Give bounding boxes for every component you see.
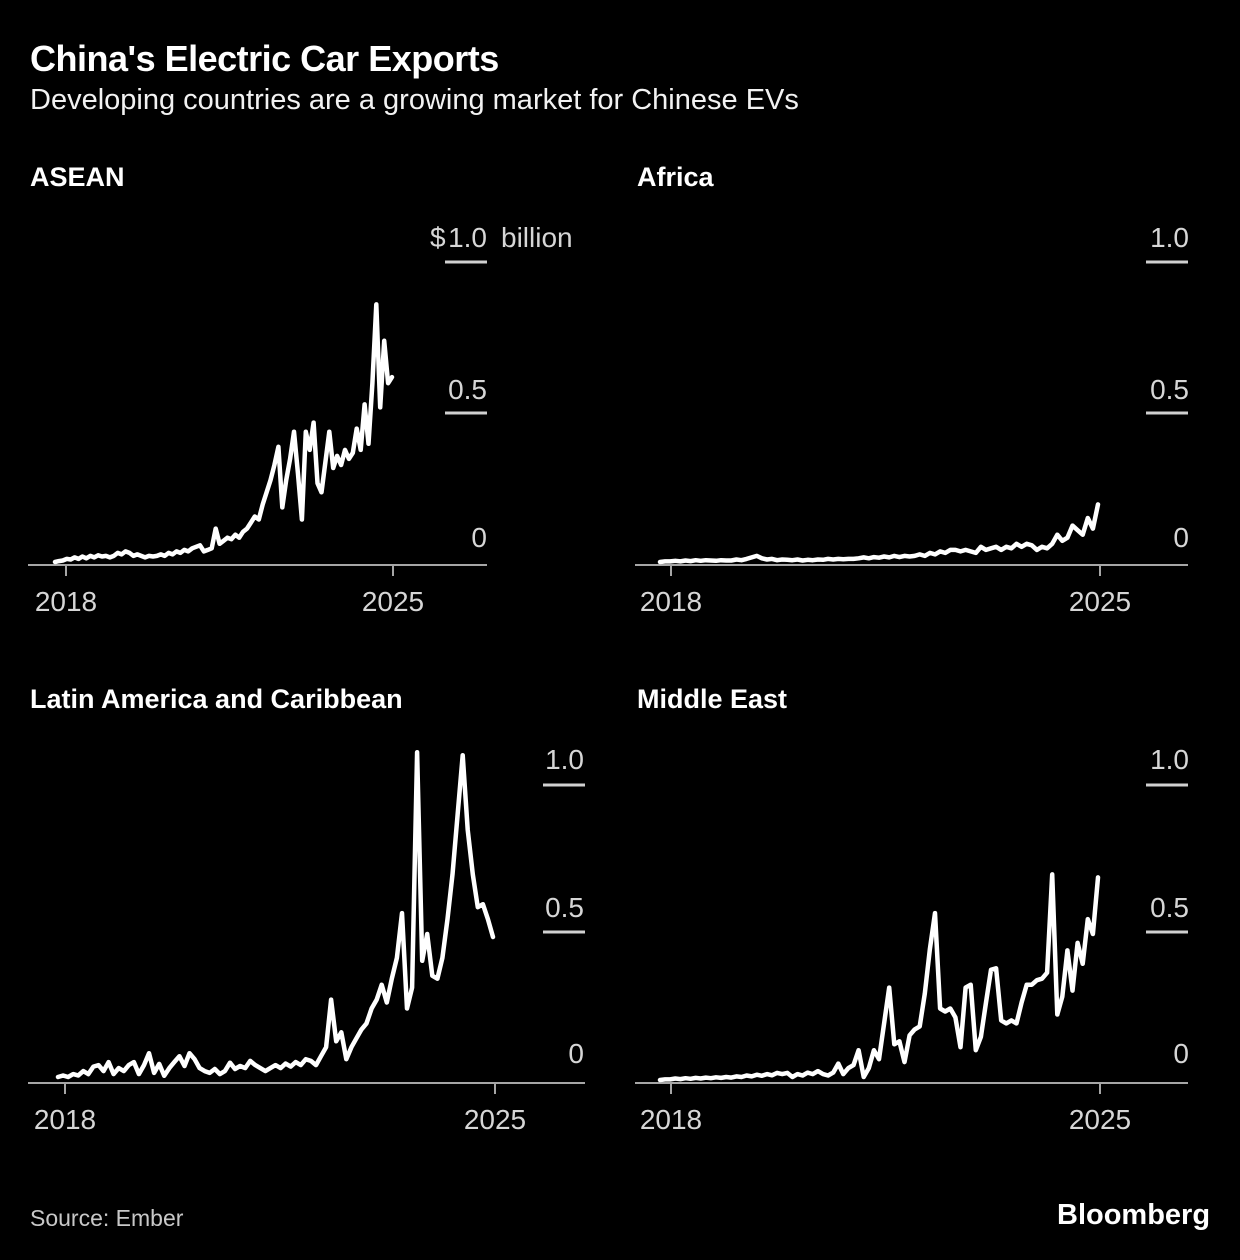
series-line-middle-east: [657, 872, 1101, 1083]
y-tick-0.5-africa: 0.5: [1150, 374, 1189, 405]
x-tick-2018-mideast: 2018: [639, 1104, 703, 1135]
x-tick-2025-africa: 2025: [1068, 586, 1132, 617]
y-axis-unit-suffix: billion: [501, 222, 573, 253]
x-tick-2025-asean: 2025: [361, 586, 425, 617]
y-axis-unit-prefix: $: [430, 222, 446, 253]
y-tick-1.0-africa: 1.0: [1150, 222, 1189, 253]
y-tick-0.5-latam: 0.5: [545, 892, 584, 923]
bloomberg-logo: Bloomberg: [1057, 1199, 1211, 1231]
panel-title-asean: ASEAN: [30, 162, 125, 192]
panel-title-africa: Africa: [637, 162, 714, 192]
x-tick-2018-africa: 2018: [639, 586, 703, 617]
y-tick-1.0-asean: 1.0: [448, 222, 487, 253]
y-tick-0.5-asean: 0.5: [448, 374, 487, 405]
y-tick-1.0-latam: 1.0: [545, 744, 584, 775]
y-tick-0-latam: 0: [568, 1038, 584, 1069]
x-tick-2018-asean: 2018: [34, 586, 98, 617]
y-tick-0-asean: 0: [471, 522, 487, 553]
series-line-asean: [52, 302, 395, 565]
series-line-africa: [657, 502, 1101, 565]
y-tick-0.5-mideast: 0.5: [1150, 892, 1189, 923]
y-tick-0-africa: 0: [1173, 522, 1189, 553]
panel-title-middle-east: Middle East: [637, 684, 788, 714]
x-tick-2025-latam: 2025: [463, 1104, 527, 1135]
source-credit: Source: Ember: [30, 1205, 184, 1231]
y-tick-1.0-mideast: 1.0: [1150, 744, 1189, 775]
chart-subtitle: Developing countries are a growing marke…: [30, 84, 799, 116]
x-tick-2018-latam: 2018: [33, 1104, 97, 1135]
x-tick-2025-mideast: 2025: [1068, 1104, 1132, 1135]
panel-title-latin-america: Latin America and Caribbean: [30, 684, 403, 714]
chart-title: China's Electric Car Exports: [30, 38, 499, 79]
y-tick-0-mideast: 0: [1173, 1038, 1189, 1069]
series-line-latin-america-and-caribbean: [55, 749, 496, 1080]
